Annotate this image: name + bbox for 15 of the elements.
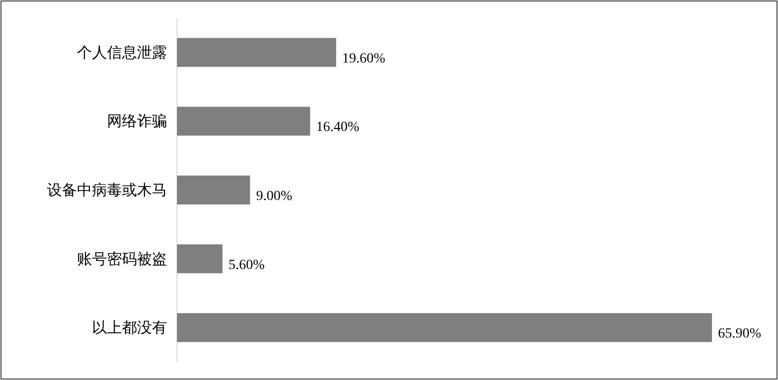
y-tick-label: 以上都没有 [92, 320, 167, 337]
y-tick-label: 网络诈骗 [107, 113, 167, 130]
bar [177, 38, 336, 67]
data-label: 9.00% [256, 189, 293, 204]
y-tick-label: 账号密码被盗 [77, 250, 167, 268]
data-label: 5.60% [228, 258, 265, 273]
y-tick-label: 设备中病毒或木马 [47, 182, 167, 199]
bar [177, 176, 250, 204]
data-label: 16.40% [316, 120, 360, 136]
bar [177, 106, 310, 136]
bar [177, 313, 712, 342]
data-label: 19.60% [342, 51, 386, 66]
bar [177, 244, 222, 274]
data-label: 65.90% [718, 326, 762, 342]
y-tick-label: 个人信息泄露 [77, 44, 167, 62]
